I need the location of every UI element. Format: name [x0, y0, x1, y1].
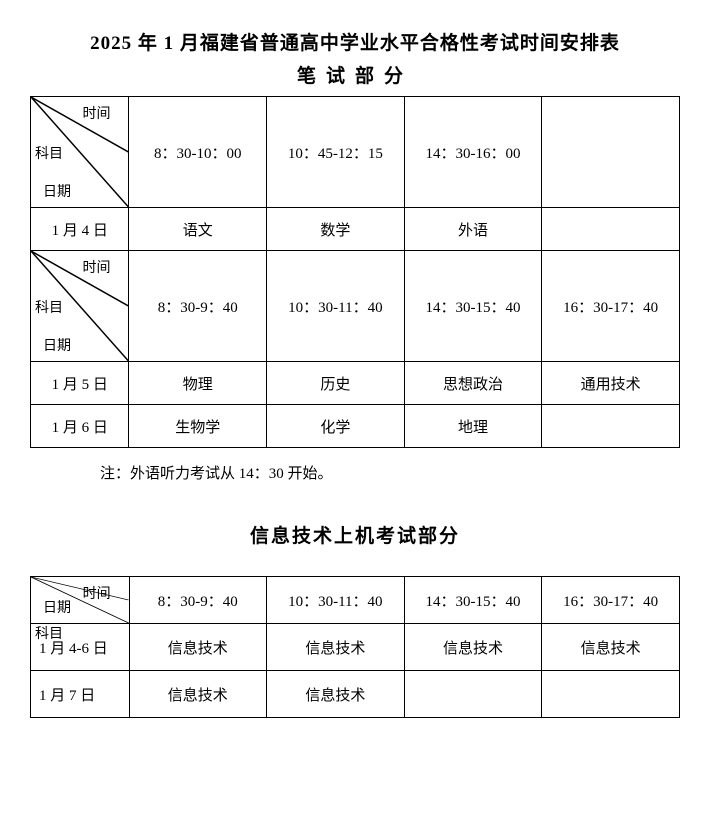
date-cell: 1 月 5 日: [31, 362, 129, 405]
time-slot: 10：30-11：40: [267, 251, 405, 362]
diag-subject-label: 科目: [35, 623, 63, 643]
subject-cell: 信息技术: [267, 671, 405, 718]
time-slot: 14：30-15：40: [404, 577, 542, 624]
time-slot: [542, 97, 680, 208]
written-exam-table: 时间 科目 日期 8：30-10：00 10：45-12：15 14：30-16…: [30, 96, 680, 448]
subject-cell: 信息技术: [404, 624, 542, 671]
time-slot: 8：30-10：00: [129, 97, 267, 208]
date-cell: 1 月 7 日: [31, 671, 130, 718]
time-slot: 14：30-16：00: [404, 97, 542, 208]
date-cell: 1 月 6 日: [31, 405, 129, 448]
subject-cell: [542, 671, 680, 718]
diag-time-label: 时间: [82, 103, 110, 123]
diag-subject-label: 科目: [35, 297, 63, 317]
subject-cell: 信息技术: [129, 624, 266, 671]
diag-date-label: 日期: [43, 597, 71, 617]
subject-cell: 信息技术: [129, 671, 266, 718]
subject-cell: 生物学: [129, 405, 267, 448]
time-slot: 16：30-17：40: [542, 251, 680, 362]
computer-exam-table: 时间 科目 日期 8：30-9：40 10：30-11：40 14：30-15：…: [30, 576, 680, 718]
section1-subtitle: 笔试部分: [20, 61, 690, 88]
diag-time-label: 时间: [82, 257, 110, 277]
time-slot: 16：30-17：40: [542, 577, 680, 624]
diag-header-2: 时间 科目 日期: [31, 251, 129, 362]
date-cell: 1 月 4 日: [31, 208, 129, 251]
subject-cell: 历史: [267, 362, 405, 405]
diag-time-label: 时间: [83, 583, 111, 603]
diag-date-label: 日期: [43, 181, 71, 201]
subject-cell: 通用技术: [542, 362, 680, 405]
subject-cell: [542, 208, 680, 251]
note-text: 注：外语听力考试从 14：30 开始。: [100, 462, 690, 483]
section2-subtitle: 信息技术上机考试部分: [20, 521, 690, 548]
subject-cell: 地理: [404, 405, 542, 448]
subject-cell: 思想政治: [404, 362, 542, 405]
diag-header-1: 时间 科目 日期: [31, 97, 129, 208]
time-slot: 10：30-11：40: [267, 577, 405, 624]
time-slot: 8：30-9：40: [129, 251, 267, 362]
subject-cell: 信息技术: [542, 624, 680, 671]
subject-cell: 化学: [267, 405, 405, 448]
subject-cell: 外语: [404, 208, 542, 251]
subject-cell: 物理: [129, 362, 267, 405]
subject-cell: 语文: [129, 208, 267, 251]
time-slot: 10：45-12：15: [267, 97, 405, 208]
subject-cell: 信息技术: [267, 624, 405, 671]
subject-cell: 数学: [267, 208, 405, 251]
time-slot: 8：30-9：40: [129, 577, 266, 624]
diag-header-3: 时间 科目 日期: [31, 577, 130, 624]
page-title: 2025 年 1 月福建省普通高中学业水平合格性考试时间安排表: [20, 28, 690, 55]
diag-date-label: 日期: [43, 335, 71, 355]
diag-subject-label: 科目: [35, 143, 63, 163]
subject-cell: [404, 671, 542, 718]
subject-cell: [542, 405, 680, 448]
time-slot: 14：30-15：40: [404, 251, 542, 362]
